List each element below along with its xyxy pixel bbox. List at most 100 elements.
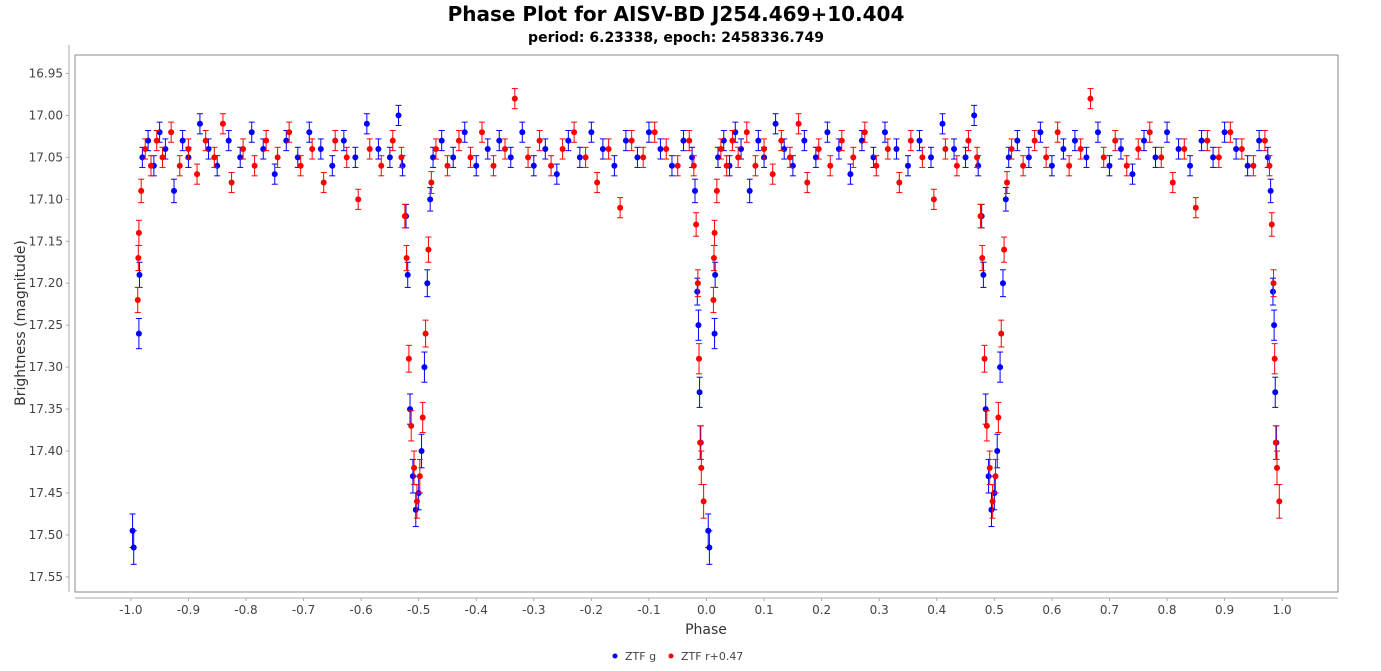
data-point <box>413 498 420 505</box>
data-point <box>1268 221 1275 228</box>
data-point <box>690 162 697 169</box>
data-point <box>1187 162 1194 169</box>
data-point <box>176 162 183 169</box>
data-point <box>743 129 750 136</box>
data-point <box>135 229 142 236</box>
data-point <box>1272 389 1279 396</box>
data-point <box>317 145 324 152</box>
data-point <box>136 271 143 278</box>
data-point <box>815 145 822 152</box>
data-point <box>147 162 154 169</box>
data-point <box>827 162 834 169</box>
data-point <box>467 154 474 161</box>
data-point <box>979 255 986 262</box>
y-tick-label: 17.05 <box>29 150 63 164</box>
data-point <box>628 137 635 144</box>
data-point <box>248 129 255 136</box>
data-point <box>507 154 514 161</box>
data-point <box>366 145 373 152</box>
data-point <box>1271 322 1278 329</box>
data-point <box>881 129 888 136</box>
data-point <box>490 162 497 169</box>
data-point <box>375 145 382 152</box>
data-point <box>657 145 664 152</box>
data-point <box>1204 137 1211 144</box>
y-tick-label: 17.20 <box>29 276 63 290</box>
data-point <box>694 280 701 287</box>
data-point <box>159 154 166 161</box>
data-point <box>1043 154 1050 161</box>
data-point <box>352 154 359 161</box>
data-point <box>129 527 136 534</box>
x-tick-label: 0.4 <box>927 603 946 617</box>
data-point <box>1014 137 1021 144</box>
data-point <box>134 297 141 304</box>
data-point <box>778 137 785 144</box>
legend-marker-ztf-r <box>668 653 674 659</box>
data-point <box>705 527 712 534</box>
data-point <box>861 129 868 136</box>
data-point <box>1250 162 1257 169</box>
data-point <box>582 154 589 161</box>
data-point <box>1175 145 1182 152</box>
data-point <box>185 145 192 152</box>
data-point <box>634 154 641 161</box>
data-point <box>196 120 203 127</box>
data-point <box>930 196 937 203</box>
data-point <box>438 137 445 144</box>
data-point <box>1066 162 1073 169</box>
data-point <box>135 330 142 337</box>
data-point <box>274 154 281 161</box>
data-point <box>225 137 232 144</box>
data-point <box>663 145 670 152</box>
data-point <box>1198 137 1205 144</box>
data-point <box>1141 137 1148 144</box>
data-point <box>928 154 935 161</box>
x-tick-label: 0.8 <box>1157 603 1176 617</box>
data-point <box>484 145 491 152</box>
y-tick-label: 17.25 <box>29 318 63 332</box>
data-point <box>1266 162 1273 169</box>
data-point <box>1003 179 1010 186</box>
data-point <box>711 229 718 236</box>
data-point <box>746 187 753 194</box>
data-point <box>694 288 701 295</box>
series-ztf-r <box>134 88 1283 519</box>
data-point <box>1233 145 1240 152</box>
data-point <box>735 154 742 161</box>
data-point <box>455 137 462 144</box>
data-point <box>519 129 526 136</box>
data-point <box>461 129 468 136</box>
y-tick-label: 16.95 <box>29 66 63 80</box>
data-point <box>997 364 1004 371</box>
data-point <box>594 179 601 186</box>
x-tick-label: 0.9 <box>1215 603 1234 617</box>
y-tick-label: 17.35 <box>29 402 63 416</box>
data-point <box>951 145 958 152</box>
data-point <box>542 145 549 152</box>
chart-subtitle: period: 6.23338, epoch: 2458336.749 <box>528 30 824 46</box>
data-point <box>680 137 687 144</box>
data-point <box>202 137 209 144</box>
data-point <box>553 171 560 178</box>
data-point <box>153 137 160 144</box>
data-point <box>1135 145 1142 152</box>
data-point <box>847 171 854 178</box>
data-point <box>389 137 396 144</box>
data-point <box>142 145 149 152</box>
data-point <box>565 137 572 144</box>
data-point <box>717 145 724 152</box>
x-tick-label: -1.0 <box>119 603 142 617</box>
data-point <box>1272 439 1279 446</box>
data-point <box>251 162 258 169</box>
data-point <box>691 187 698 194</box>
data-point <box>622 137 629 144</box>
data-point <box>411 464 418 471</box>
data-point <box>696 355 703 362</box>
data-point <box>700 498 707 505</box>
data-point <box>1025 154 1032 161</box>
data-point <box>752 162 759 169</box>
data-point <box>559 145 566 152</box>
data-point <box>693 221 700 228</box>
data-point <box>1181 145 1188 152</box>
